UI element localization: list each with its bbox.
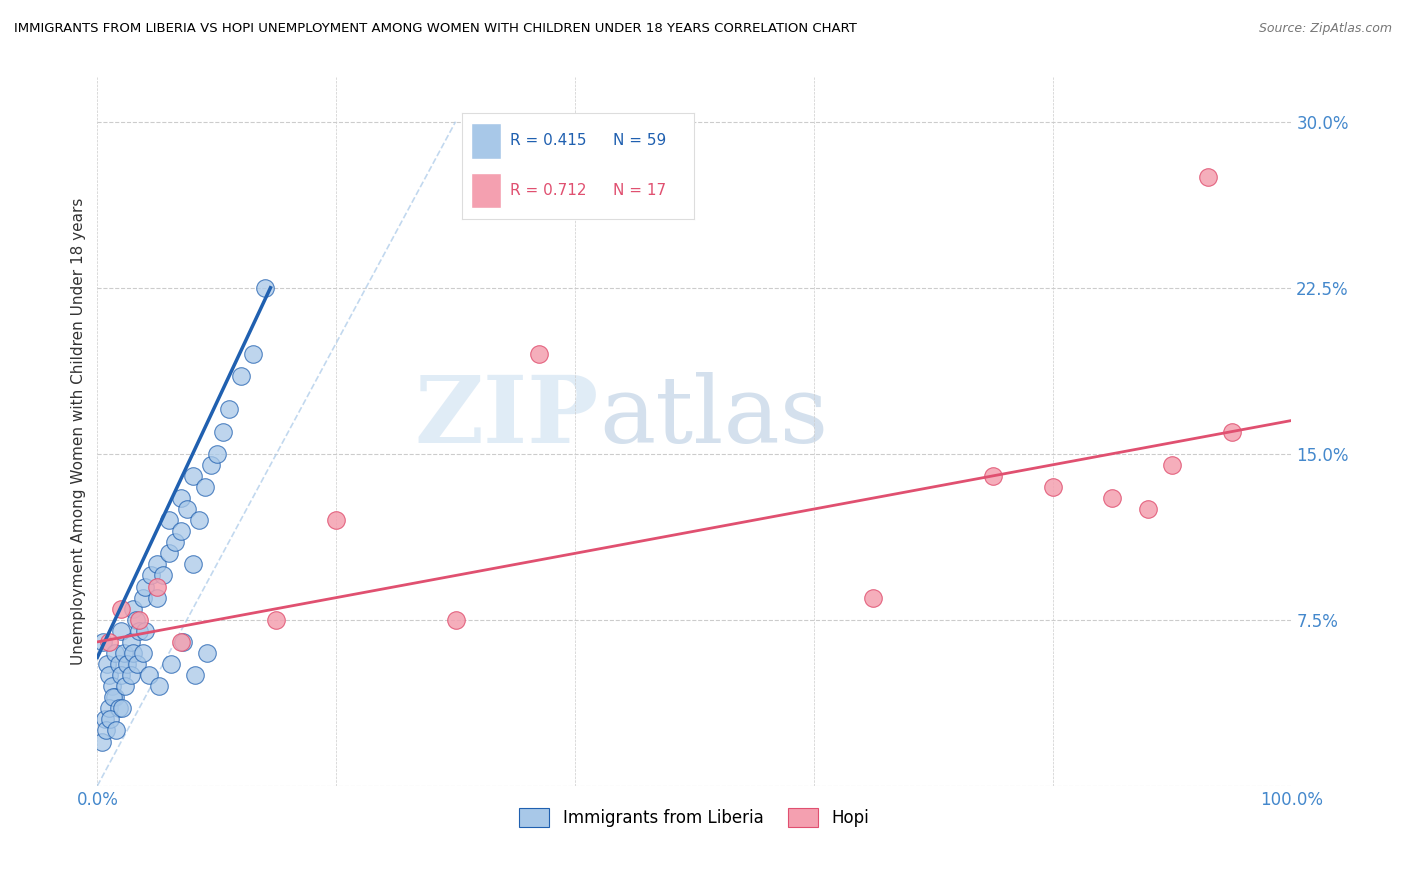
Point (120, 635, 142, 649)
Point (122, 646, 145, 660)
Text: Source: ZipAtlas.com: Source: ZipAtlas.com (1258, 22, 1392, 36)
Point (98, 635, 121, 649)
Point (98, 701, 121, 715)
Legend: Immigrants from Liberia, Hopi: Immigrants from Liberia, Hopi (513, 802, 876, 834)
Point (163, 535, 186, 549)
Point (200, 458, 222, 472)
Point (104, 646, 127, 660)
Point (1101, 491, 1123, 505)
Point (138, 668, 160, 682)
Point (1197, 169, 1219, 184)
Point (146, 558, 169, 572)
Point (91, 734, 114, 748)
Point (1161, 458, 1184, 472)
Point (444, 613, 467, 627)
Point (1220, 425, 1243, 439)
Point (170, 635, 193, 649)
Point (325, 513, 347, 527)
Point (94, 723, 117, 738)
Point (100, 679, 122, 693)
Point (181, 558, 204, 572)
Point (122, 601, 145, 615)
Point (108, 657, 131, 671)
Point (91, 635, 114, 649)
Point (110, 668, 132, 682)
Point (218, 402, 240, 417)
Point (124, 613, 146, 627)
Point (115, 657, 138, 671)
Point (1137, 502, 1160, 516)
Point (253, 281, 276, 295)
Point (211, 425, 233, 439)
Point (101, 690, 124, 705)
Point (266, 613, 288, 627)
Point (157, 546, 180, 560)
Point (139, 568, 162, 582)
Text: ZIP: ZIP (415, 373, 599, 462)
Point (98, 668, 121, 682)
Point (229, 369, 252, 384)
Point (128, 613, 150, 627)
Point (184, 668, 207, 682)
Point (172, 635, 194, 649)
Point (195, 646, 218, 660)
Point (152, 568, 174, 582)
Text: atlas: atlas (599, 373, 828, 462)
Point (111, 701, 134, 715)
Text: IMMIGRANTS FROM LIBERIA VS HOPI UNEMPLOYMENT AMONG WOMEN WITH CHILDREN UNDER 18 : IMMIGRANTS FROM LIBERIA VS HOPI UNEMPLOY… (14, 22, 856, 36)
Point (93, 712, 115, 726)
Point (862, 591, 884, 605)
Point (148, 679, 170, 693)
Point (134, 624, 156, 638)
Point (187, 513, 209, 527)
Point (114, 679, 136, 693)
Point (205, 447, 228, 461)
Point (194, 480, 217, 494)
Point (1042, 480, 1064, 494)
Point (181, 469, 204, 483)
Point (170, 491, 193, 505)
Point (132, 591, 155, 605)
Point (128, 624, 150, 638)
Point (527, 347, 550, 361)
Point (100, 712, 122, 726)
Point (242, 347, 264, 361)
Point (104, 690, 127, 705)
Point (112, 646, 135, 660)
Point (146, 591, 169, 605)
Point (108, 701, 131, 715)
Point (146, 580, 169, 594)
Point (157, 513, 180, 527)
Point (105, 723, 128, 738)
Point (176, 502, 198, 516)
Point (981, 469, 1004, 483)
Point (132, 646, 155, 660)
Point (125, 657, 148, 671)
Point (134, 580, 156, 594)
Point (110, 601, 132, 615)
Point (96, 657, 118, 671)
Point (110, 624, 132, 638)
Point (170, 524, 193, 539)
Y-axis label: Unemployment Among Women with Children Under 18 years: Unemployment Among Women with Children U… (72, 198, 86, 665)
Point (160, 657, 183, 671)
Point (120, 668, 142, 682)
